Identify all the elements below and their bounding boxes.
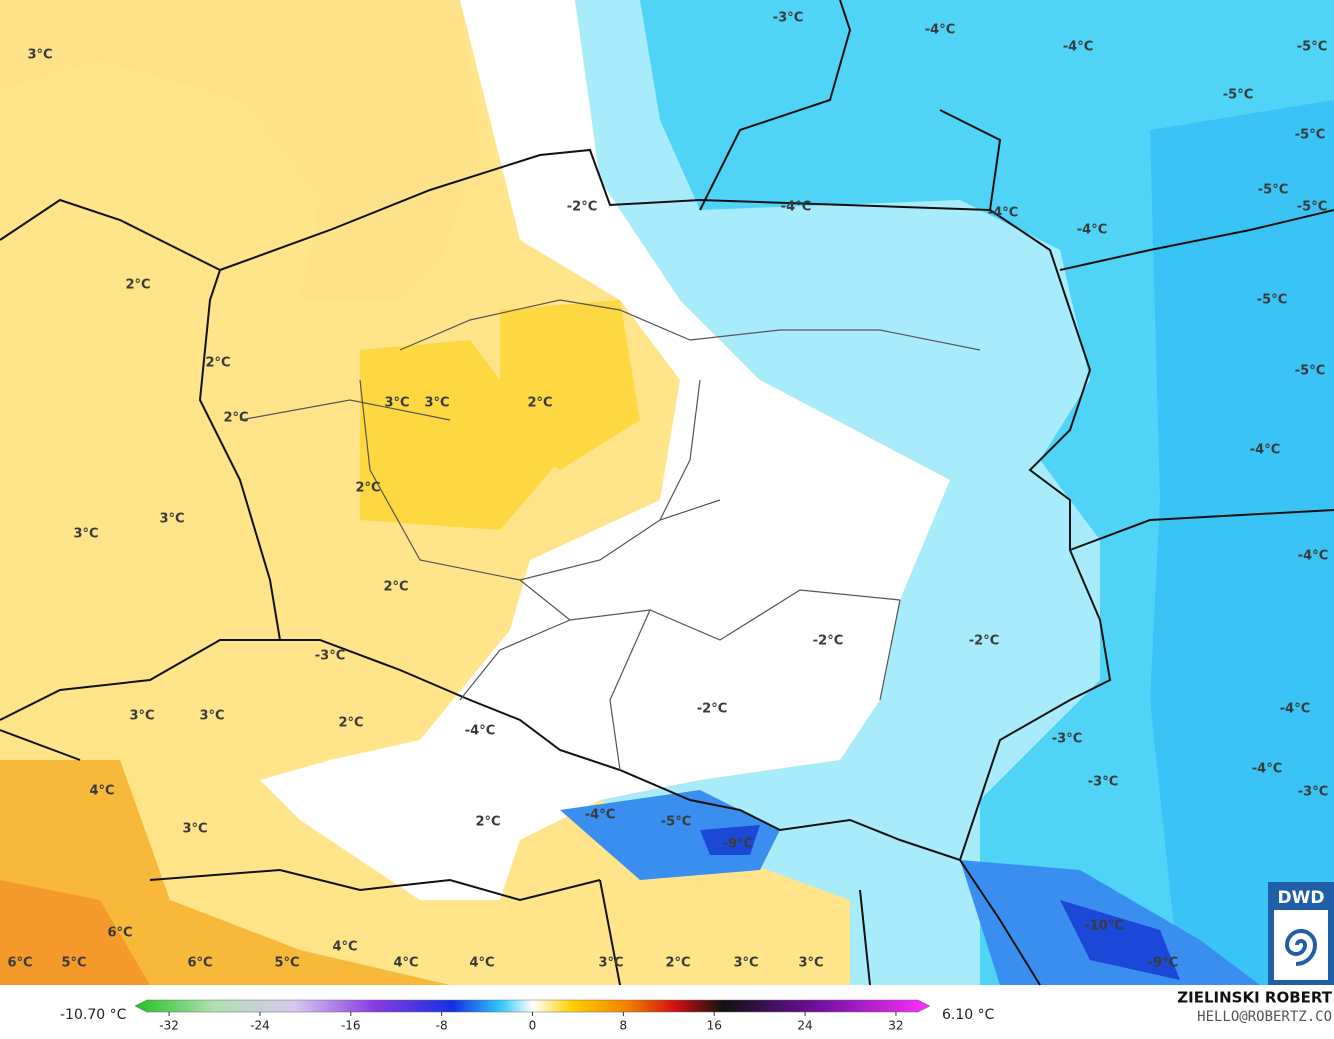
temperature-label: 3°C xyxy=(384,396,409,411)
temperature-label: 3°C xyxy=(129,709,154,724)
temperature-label: 3°C xyxy=(73,527,98,542)
temperature-label: -4°C xyxy=(1063,40,1093,55)
colorbar-tick-label: 24 xyxy=(797,1019,812,1033)
temperature-label: 2°C xyxy=(205,356,230,371)
dwd-logo: DWD xyxy=(1268,882,1334,985)
temperature-label: 6°C xyxy=(7,956,32,971)
temperature-label: 2°C xyxy=(527,396,552,411)
temperature-label: 2°C xyxy=(125,278,150,293)
temperature-label: 2°C xyxy=(475,815,500,830)
temperature-label: 2°C xyxy=(338,716,363,731)
temperature-label: -4°C xyxy=(781,200,811,215)
colorbar-tick-label: -16 xyxy=(341,1019,361,1033)
colorbar-tick-label: -8 xyxy=(436,1019,448,1033)
neutral-region xyxy=(260,0,950,900)
logo-swirl xyxy=(1284,929,1318,966)
coldest-east xyxy=(1150,100,1334,985)
min-label: -10.70 °C xyxy=(60,1007,127,1023)
temperature-label: 4°C xyxy=(393,956,418,971)
temperature-label: -4°C xyxy=(1250,443,1280,458)
temperature-label: 3°C xyxy=(424,396,449,411)
country-border xyxy=(198,148,1112,862)
temperature-label: 6°C xyxy=(107,926,132,941)
temperature-label: -4°C xyxy=(1077,223,1107,238)
temperature-label: -4°C xyxy=(465,724,495,739)
temperature-label: -2°C xyxy=(813,634,843,649)
temperature-label: 3°C xyxy=(159,512,184,527)
temperature-label: -2°C xyxy=(969,634,999,649)
logo-panel xyxy=(1274,910,1328,980)
temperature-label: 4°C xyxy=(89,784,114,799)
temperature-label: -4°C xyxy=(988,206,1018,221)
author: ZIELINSKI ROBERT xyxy=(1177,989,1332,1007)
temperature-label: 3°C xyxy=(598,956,623,971)
temperature-label: 5°C xyxy=(274,956,299,971)
colorbar: -32 -24 -16 -8 0 8 16 24 32 xyxy=(134,999,931,1033)
temperature-label: -5°C xyxy=(1223,88,1253,103)
email: HELLO@ROBERTZ.CO xyxy=(1197,1009,1332,1025)
country-border xyxy=(0,0,1334,986)
colorbar-tick-label: 0 xyxy=(529,1019,537,1033)
temperature-label: 2°C xyxy=(355,481,380,496)
temperature-label: -4°C xyxy=(1252,762,1282,777)
temperature-label: -9°C xyxy=(723,837,753,852)
temperature-label: 2°C xyxy=(665,956,690,971)
temperature-label: -3°C xyxy=(1298,785,1328,800)
colorbar-tick-label: 16 xyxy=(707,1019,722,1033)
temperature-label: 3°C xyxy=(199,709,224,724)
colorbar-tick-label: -32 xyxy=(159,1019,179,1033)
temperature-labels: 3°C -3°C -4°C -4°C -5°C -5°C -5°C -5°C -5°C -2°C -… xyxy=(7,11,1328,971)
warm-region xyxy=(0,0,480,300)
temperature-label: -4°C xyxy=(1298,549,1328,564)
warmer-region xyxy=(360,300,640,530)
temperature-label: -10°C xyxy=(1084,919,1124,934)
temperature-label: -2°C xyxy=(697,702,727,717)
temperature-label: 2°C xyxy=(383,580,408,595)
temperature-label: -9°C xyxy=(1148,956,1178,971)
temperature-label: -5°C xyxy=(661,815,691,830)
temperature-label: 4°C xyxy=(332,940,357,955)
temperature-label: 3°C xyxy=(27,48,52,63)
temperature-label: -3°C xyxy=(315,649,345,664)
temperature-label: -3°C xyxy=(1088,775,1118,790)
max-label: 6.10 °C xyxy=(942,1007,995,1023)
temperature-label: -5°C xyxy=(1297,200,1327,215)
colorbar-tick-label: 8 xyxy=(620,1019,628,1033)
colorbar-tick-label: -24 xyxy=(250,1019,270,1033)
temperature-label: -5°C xyxy=(1258,183,1288,198)
temperature-label: -4°C xyxy=(585,808,615,823)
temperature-label: -4°C xyxy=(1280,702,1310,717)
temperature-label: -4°C xyxy=(925,23,955,38)
mountain-coldest xyxy=(700,825,1180,980)
map-area xyxy=(0,0,1334,986)
logo-text: DWD xyxy=(1278,888,1325,908)
colorbar-tick-label: 32 xyxy=(888,1019,903,1033)
temperature-label: -5°C xyxy=(1257,293,1287,308)
temperature-label: 4°C xyxy=(469,956,494,971)
hottest-region xyxy=(0,880,150,985)
footer: -10.70 °C 6.10 °C ZIELINSKI ROBERT HELLO… xyxy=(60,989,1333,1026)
temperature-label: -3°C xyxy=(773,11,803,26)
temperature-label: -2°C xyxy=(567,200,597,215)
temperature-label: 5°C xyxy=(61,956,86,971)
temperature-label: 3°C xyxy=(733,956,758,971)
temperature-label: -5°C xyxy=(1295,364,1325,379)
temperature-label: 2°C xyxy=(223,411,248,426)
temperature-label: -5°C xyxy=(1295,128,1325,143)
temperature-label: -3°C xyxy=(1052,732,1082,747)
temperature-label: -5°C xyxy=(1297,40,1327,55)
temperature-label: 6°C xyxy=(187,956,212,971)
region-border xyxy=(239,299,981,771)
colorbar-bar xyxy=(134,999,931,1013)
temperature-label: 3°C xyxy=(182,822,207,837)
temperature-label: 3°C xyxy=(798,956,823,971)
